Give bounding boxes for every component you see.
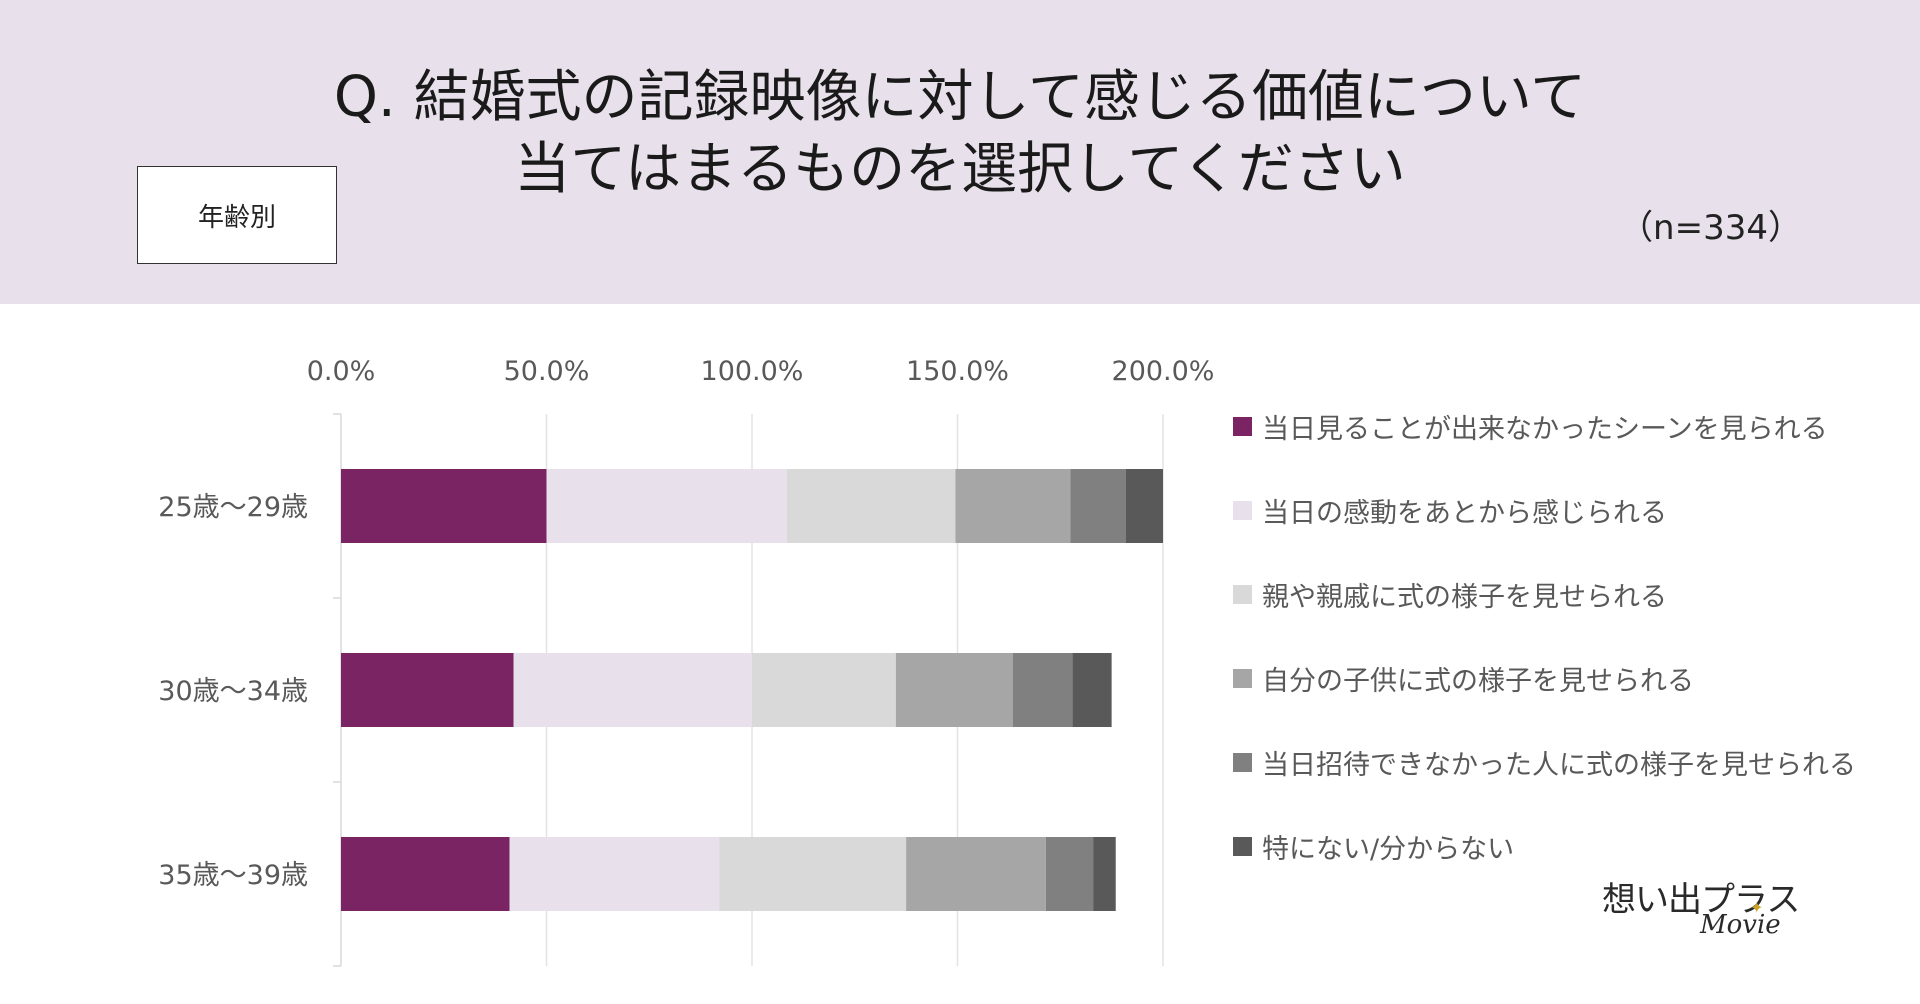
bar-segment	[752, 653, 896, 727]
brand-logo: 想い出プラス ✦ Movie	[1602, 872, 1812, 944]
bar-segment	[546, 469, 787, 543]
x-tick-label: 150.0%	[906, 356, 1009, 387]
legend-swatch	[1233, 836, 1252, 856]
legend-item: 当日招待できなかった人に式の様子を見せられる	[1233, 742, 1856, 782]
x-tick-label: 0.0%	[307, 356, 376, 387]
legend-item: 当日見ることが出来なかったシーンを見られる	[1233, 406, 1828, 446]
question-title-line2: 当てはまるものを選択してください	[514, 137, 1406, 202]
question-title-line1: Q. 結婚式の記録映像に対して感じる価値について	[333, 65, 1587, 130]
bar-segment	[513, 653, 752, 727]
legend-swatch	[1233, 668, 1252, 688]
legend-swatch	[1233, 752, 1252, 772]
legend-label: 親や親戚に式の様子を見せられる	[1262, 581, 1667, 613]
bar-segment	[341, 837, 510, 911]
legend-swatch	[1233, 500, 1252, 520]
bar-segment	[1012, 653, 1073, 727]
legend-swatch	[1233, 584, 1252, 604]
bar-segment	[955, 469, 1071, 543]
category-label: 30歳～34歳	[158, 676, 308, 707]
bar-segment	[341, 653, 514, 727]
category-label: 25歳～29歳	[158, 492, 308, 523]
sparkle-icon: ✦	[1750, 898, 1764, 917]
bar-segment	[1126, 469, 1163, 543]
bar-segment	[1072, 653, 1112, 727]
bar-segment	[509, 837, 720, 911]
legend-label: 当日見ることが出来なかったシーンを見られる	[1262, 413, 1828, 445]
bar-segment	[895, 653, 1013, 727]
question-title: Q. 結婚式の記録映像に対して感じる価値について 当てはまるものを選択してくださ…	[0, 62, 1920, 206]
legend-label: 当日招待できなかった人に式の様子を見せられる	[1262, 749, 1856, 781]
category-label: 35歳～39歳	[158, 860, 308, 891]
bar-segment	[719, 837, 907, 911]
stacked-bar-chart: 0.0% 50.0% 100.0% 150.0% 200.0% 25歳～29歳 30歳～34…	[158, 356, 1215, 967]
legend-label: 自分の子供に式の様子を見せられる	[1262, 665, 1694, 697]
bar-segment	[1093, 837, 1116, 911]
legend-item: 自分の子供に式の様子を見せられる	[1233, 658, 1694, 698]
legend-item: 親や親戚に式の様子を見せられる	[1233, 574, 1667, 614]
segment-label-box: 年齢別	[137, 166, 337, 264]
legend-swatch	[1233, 416, 1252, 436]
x-tick-label: 200.0%	[1112, 356, 1215, 387]
bar-segment	[1045, 837, 1094, 911]
legend-item: 当日の感動をあとから感じられる	[1233, 490, 1667, 530]
legend-label: 特にない/分からない	[1262, 833, 1515, 865]
bar-segment	[341, 469, 547, 543]
x-tick-label: 50.0%	[504, 356, 590, 387]
legend-label: 当日の感動をあとから感じられる	[1262, 497, 1667, 529]
bar-segment	[786, 469, 956, 543]
bar-segment	[1070, 469, 1127, 543]
brand-logo-subtext: Movie	[1700, 910, 1781, 940]
segment-label: 年齢別	[197, 202, 276, 233]
brand-logo-text: 想い出プラス	[1602, 880, 1800, 920]
sample-size-label: （n=334）	[1619, 208, 1802, 248]
x-tick-label: 100.0%	[701, 356, 804, 387]
bar-segment	[906, 837, 1046, 911]
legend-item: 特にない/分からない	[1233, 826, 1514, 866]
